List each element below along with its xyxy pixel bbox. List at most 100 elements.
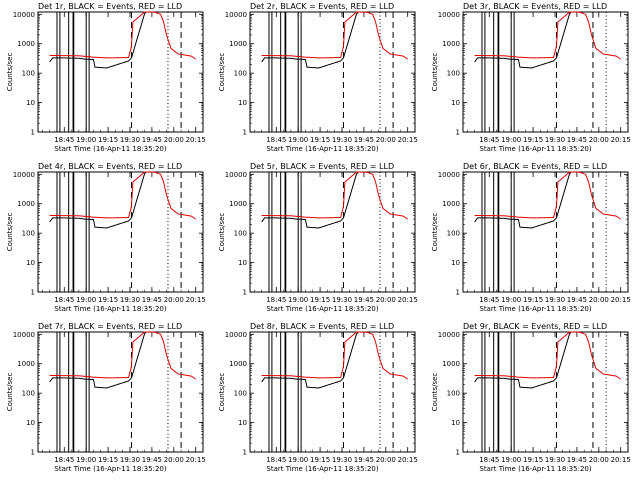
plot-frame (249, 11, 416, 133)
x-tick-label: 19:00 (501, 296, 521, 304)
y-axis-label: Counts/sec (218, 213, 226, 252)
x-tick-label: 18:45 (479, 296, 499, 304)
x-tick-label: 19:30 (332, 296, 352, 304)
events-series-line (474, 12, 572, 69)
plot-frame (462, 171, 629, 293)
panel-title: Det 3r, BLACK = Events, RED = LLD (463, 2, 607, 11)
x-tick-label: 19:45 (354, 136, 374, 144)
x-tick-label: 20:00 (589, 136, 609, 144)
panel-title: Det 7r, BLACK = Events, RED = LLD (38, 322, 182, 331)
x-tick-label: 19:00 (76, 456, 96, 464)
x-tick-label: 19:45 (567, 456, 587, 464)
x-axis-label: Start Time (16-Apr-11 18:35:20) (266, 305, 378, 313)
y-tick-label: 10 (238, 419, 247, 427)
x-tick-label: 20:00 (376, 136, 396, 144)
x-tick-label: 19:45 (567, 296, 587, 304)
events-series-line (261, 332, 359, 389)
x-tick-label: 19:30 (332, 136, 352, 144)
y-axis-label: Counts/sec (431, 53, 439, 92)
lld-series-line (49, 331, 196, 380)
x-tick-label: 19:00 (501, 136, 521, 144)
x-axis-label: Start Time (16-Apr-11 18:35:20) (54, 305, 166, 313)
y-tick-label: 100 (22, 230, 35, 238)
x-tick-label: 19:45 (142, 456, 162, 464)
panel-title: Det 4r, BLACK = Events, RED = LLD (38, 162, 182, 171)
y-tick-label: 1000 (442, 40, 460, 48)
y-tick-label: 100 (234, 230, 247, 238)
plot-frame (249, 171, 416, 293)
events-series-line (261, 12, 359, 69)
x-tick-label: 18:45 (54, 296, 74, 304)
x-axis-label: Start Time (16-Apr-11 18:35:20) (479, 465, 591, 473)
detector-panel-1: Det 1r, BLACK = Events, RED = LLD 1 10 100 1… (6, 2, 206, 153)
y-tick-label: 1 (456, 129, 460, 137)
y-axis-label: Counts/sec (218, 53, 226, 92)
y-tick-label: 10000 (13, 171, 35, 179)
detector-panel-8: Det 8r, BLACK = Events, RED = LLD 1 10 100 1… (218, 322, 418, 473)
x-tick-label: 19:15 (523, 456, 543, 464)
x-tick-label: 20:00 (376, 296, 396, 304)
y-tick-label: 1 (31, 129, 35, 137)
y-tick-label: 1 (243, 289, 247, 297)
y-tick-label: 1000 (17, 200, 35, 208)
x-axis-label: Start Time (16-Apr-11 18:35:20) (266, 145, 378, 153)
x-tick-label: 20:15 (398, 296, 418, 304)
y-tick-label: 1000 (229, 360, 247, 368)
y-tick-label: 10000 (438, 11, 460, 19)
y-tick-label: 10 (451, 99, 460, 107)
x-tick-label: 18:45 (479, 456, 499, 464)
y-tick-label: 10 (238, 99, 247, 107)
x-axis-label: Start Time (16-Apr-11 18:35:20) (479, 145, 591, 153)
x-tick-label: 20:15 (611, 136, 631, 144)
y-tick-label: 10000 (438, 171, 460, 179)
x-tick-label: 19:00 (288, 456, 308, 464)
y-axis-label: Counts/sec (6, 213, 14, 252)
x-tick-label: 19:30 (120, 296, 140, 304)
y-tick-label: 100 (234, 70, 247, 78)
plot-frame (462, 11, 629, 133)
x-tick-label: 19:00 (288, 296, 308, 304)
x-tick-label: 19:30 (120, 456, 140, 464)
x-tick-label: 20:15 (186, 456, 206, 464)
x-axis-label: Start Time (16-Apr-11 18:35:20) (54, 145, 166, 153)
detector-panel-9: Det 9r, BLACK = Events, RED = LLD 1 10 100 1… (431, 322, 631, 473)
y-tick-label: 10 (26, 99, 35, 107)
events-series-line (49, 12, 147, 69)
x-tick-label: 18:45 (54, 136, 74, 144)
x-tick-label: 20:15 (398, 456, 418, 464)
y-tick-label: 1 (243, 449, 247, 457)
y-axis-label: Counts/sec (218, 373, 226, 412)
x-tick-label: 20:15 (611, 296, 631, 304)
plot-frame (37, 331, 204, 453)
y-tick-label: 100 (234, 390, 247, 398)
plot-frame (37, 171, 204, 293)
x-tick-label: 19:15 (523, 136, 543, 144)
y-axis-label: Counts/sec (431, 373, 439, 412)
y-axis-label: Counts/sec (6, 373, 14, 412)
y-tick-label: 10 (451, 419, 460, 427)
x-axis-label: Start Time (16-Apr-11 18:35:20) (266, 465, 378, 473)
y-tick-label: 10 (26, 259, 35, 267)
lld-series-line (49, 171, 196, 220)
lld-series-line (49, 11, 196, 60)
y-tick-label: 1 (456, 449, 460, 457)
y-tick-label: 1000 (17, 40, 35, 48)
events-series-line (261, 172, 359, 229)
detector-panel-4: Det 4r, BLACK = Events, RED = LLD 1 10 100 1… (6, 162, 206, 313)
panel-title: Det 2r, BLACK = Events, RED = LLD (250, 2, 394, 11)
x-axis-label: Start Time (16-Apr-11 18:35:20) (54, 465, 166, 473)
x-tick-label: 18:45 (266, 296, 286, 304)
x-tick-label: 20:00 (164, 136, 184, 144)
x-tick-label: 18:45 (54, 456, 74, 464)
x-tick-label: 19:00 (76, 296, 96, 304)
x-tick-label: 19:15 (310, 296, 330, 304)
y-tick-label: 1000 (229, 40, 247, 48)
y-tick-label: 100 (447, 230, 460, 238)
y-tick-label: 10000 (225, 11, 247, 19)
x-tick-label: 18:45 (266, 136, 286, 144)
x-tick-label: 20:15 (186, 296, 206, 304)
plot-frame (37, 11, 204, 133)
y-axis-label: Counts/sec (431, 213, 439, 252)
x-tick-label: 19:45 (354, 456, 374, 464)
